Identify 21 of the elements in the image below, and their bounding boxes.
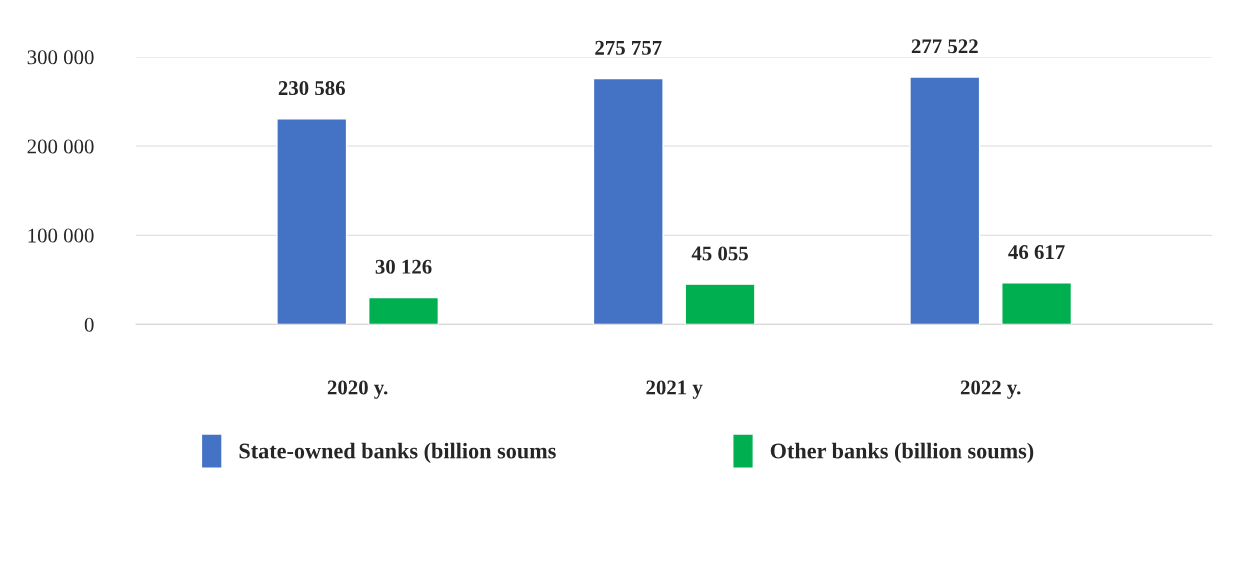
y-tick-label: 300 000 xyxy=(27,50,94,65)
data-label: 230 586 xyxy=(278,81,345,96)
legend-label: State-owned banks (billion soums xyxy=(239,442,556,463)
x-tick-label: 2021 y xyxy=(646,380,703,399)
bar xyxy=(1001,282,1073,325)
y-tick-label: 200 000 xyxy=(27,139,94,154)
legend-label: Other banks (billion soums) xyxy=(770,442,1034,463)
data-label: 275 757 xyxy=(595,40,662,55)
bar xyxy=(909,76,981,325)
data-label: 277 522 xyxy=(911,39,978,54)
x-tick-label: 2022 y. xyxy=(960,380,1021,399)
x-tick-label: 2020 y. xyxy=(327,380,388,399)
bar xyxy=(684,283,756,325)
bar xyxy=(276,118,348,325)
data-label: 46 617 xyxy=(1008,245,1065,260)
y-tick-label: 0 xyxy=(84,317,94,332)
data-label: 30 126 xyxy=(375,259,432,274)
bar xyxy=(592,77,664,325)
data-label: 45 055 xyxy=(691,246,748,261)
bar xyxy=(368,296,440,325)
y-tick-label: 100 000 xyxy=(28,228,94,243)
